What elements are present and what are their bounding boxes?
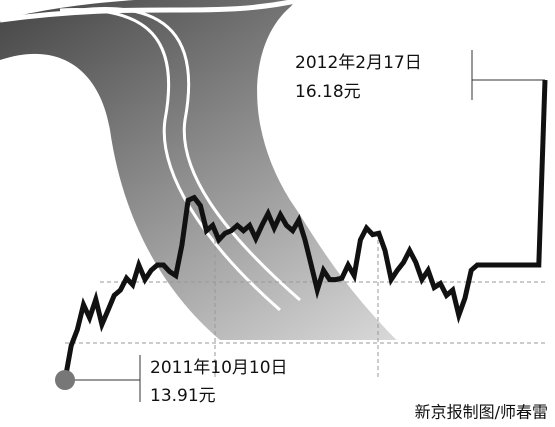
annotation-price: 13.91元 [150,386,216,406]
road-background [0,0,555,342]
annotation-price: 16.18元 [295,82,361,102]
start-point [55,370,75,390]
annotation-date: 2012年2月17日 [295,53,422,73]
callout-lines [65,50,545,402]
annotation-date: 2011年10月10日 [150,358,288,378]
price-line [62,79,548,381]
credit: 新京报制图/师春雷 [415,403,548,422]
reference-lines [65,240,545,380]
